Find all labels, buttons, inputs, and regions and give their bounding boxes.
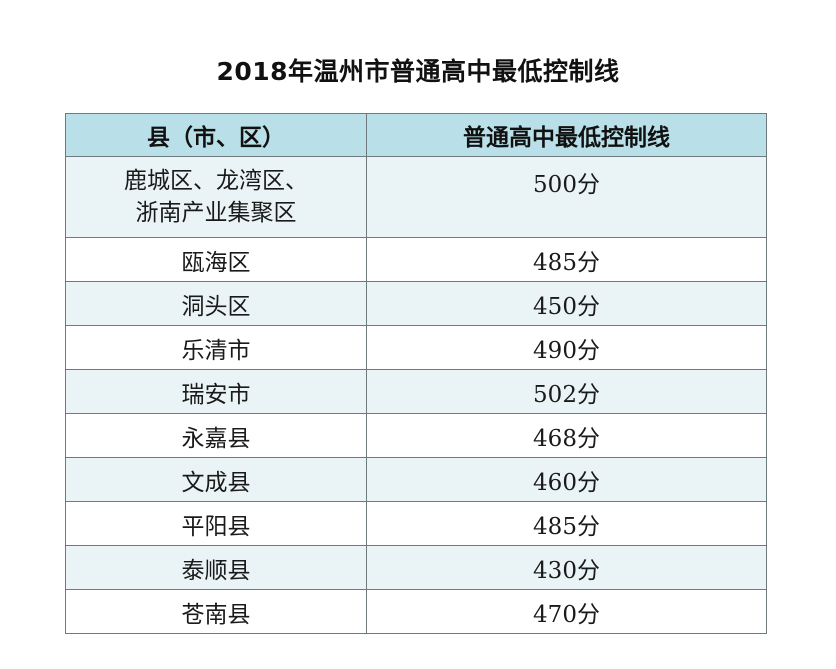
table-row: 瑞安市 502分 [65,369,767,414]
table-row: 苍南县 470分 [65,589,767,634]
table-row: 瓯海区 485分 [65,237,767,282]
score-cell: 460分 [366,457,767,502]
table-row: 平阳县 485分 [65,501,767,546]
header-score: 普通高中最低控制线 [366,113,767,157]
table-row: 鹿城区、龙湾区、 浙南产业集聚区 500分 [65,156,767,238]
score-cell: 502分 [366,369,767,414]
county-cell: 瑞安市 [65,369,367,414]
score-cell: 450分 [366,281,767,326]
county-cell: 乐清市 [65,325,367,370]
county-cell: 泰顺县 [65,545,367,590]
table-row: 永嘉县 468分 [65,413,767,458]
county-line: 浙南产业集聚区 [135,200,297,226]
table-row: 洞头区 450分 [65,281,767,326]
score-cell: 470分 [366,589,767,634]
score-cell: 468分 [366,413,767,458]
county-cell: 洞头区 [65,281,367,326]
score-table: 县（市、区） 普通高中最低控制线 鹿城区、龙湾区、 浙南产业集聚区 500分 瓯… [65,113,767,634]
table-header-row: 县（市、区） 普通高中最低控制线 [65,113,767,157]
county-cell: 瓯海区 [65,237,367,282]
county-cell: 平阳县 [65,501,367,546]
table-row: 泰顺县 430分 [65,545,767,590]
score-cell: 485分 [366,237,767,282]
county-cell: 文成县 [65,457,367,502]
score-cell: 500分 [366,156,767,238]
county-cell: 鹿城区、龙湾区、 浙南产业集聚区 [65,156,367,238]
county-line: 鹿城区、龙湾区、 [124,168,308,194]
score-cell: 490分 [366,325,767,370]
score-cell: 430分 [366,545,767,590]
county-cell: 永嘉县 [65,413,367,458]
header-county: 县（市、区） [65,113,367,157]
page-title: 2018年温州市普通高中最低控制线 [216,57,620,86]
county-cell: 苍南县 [65,589,367,634]
table-row: 文成县 460分 [65,457,767,502]
score-cell: 485分 [366,501,767,546]
table-row: 乐清市 490分 [65,325,767,370]
